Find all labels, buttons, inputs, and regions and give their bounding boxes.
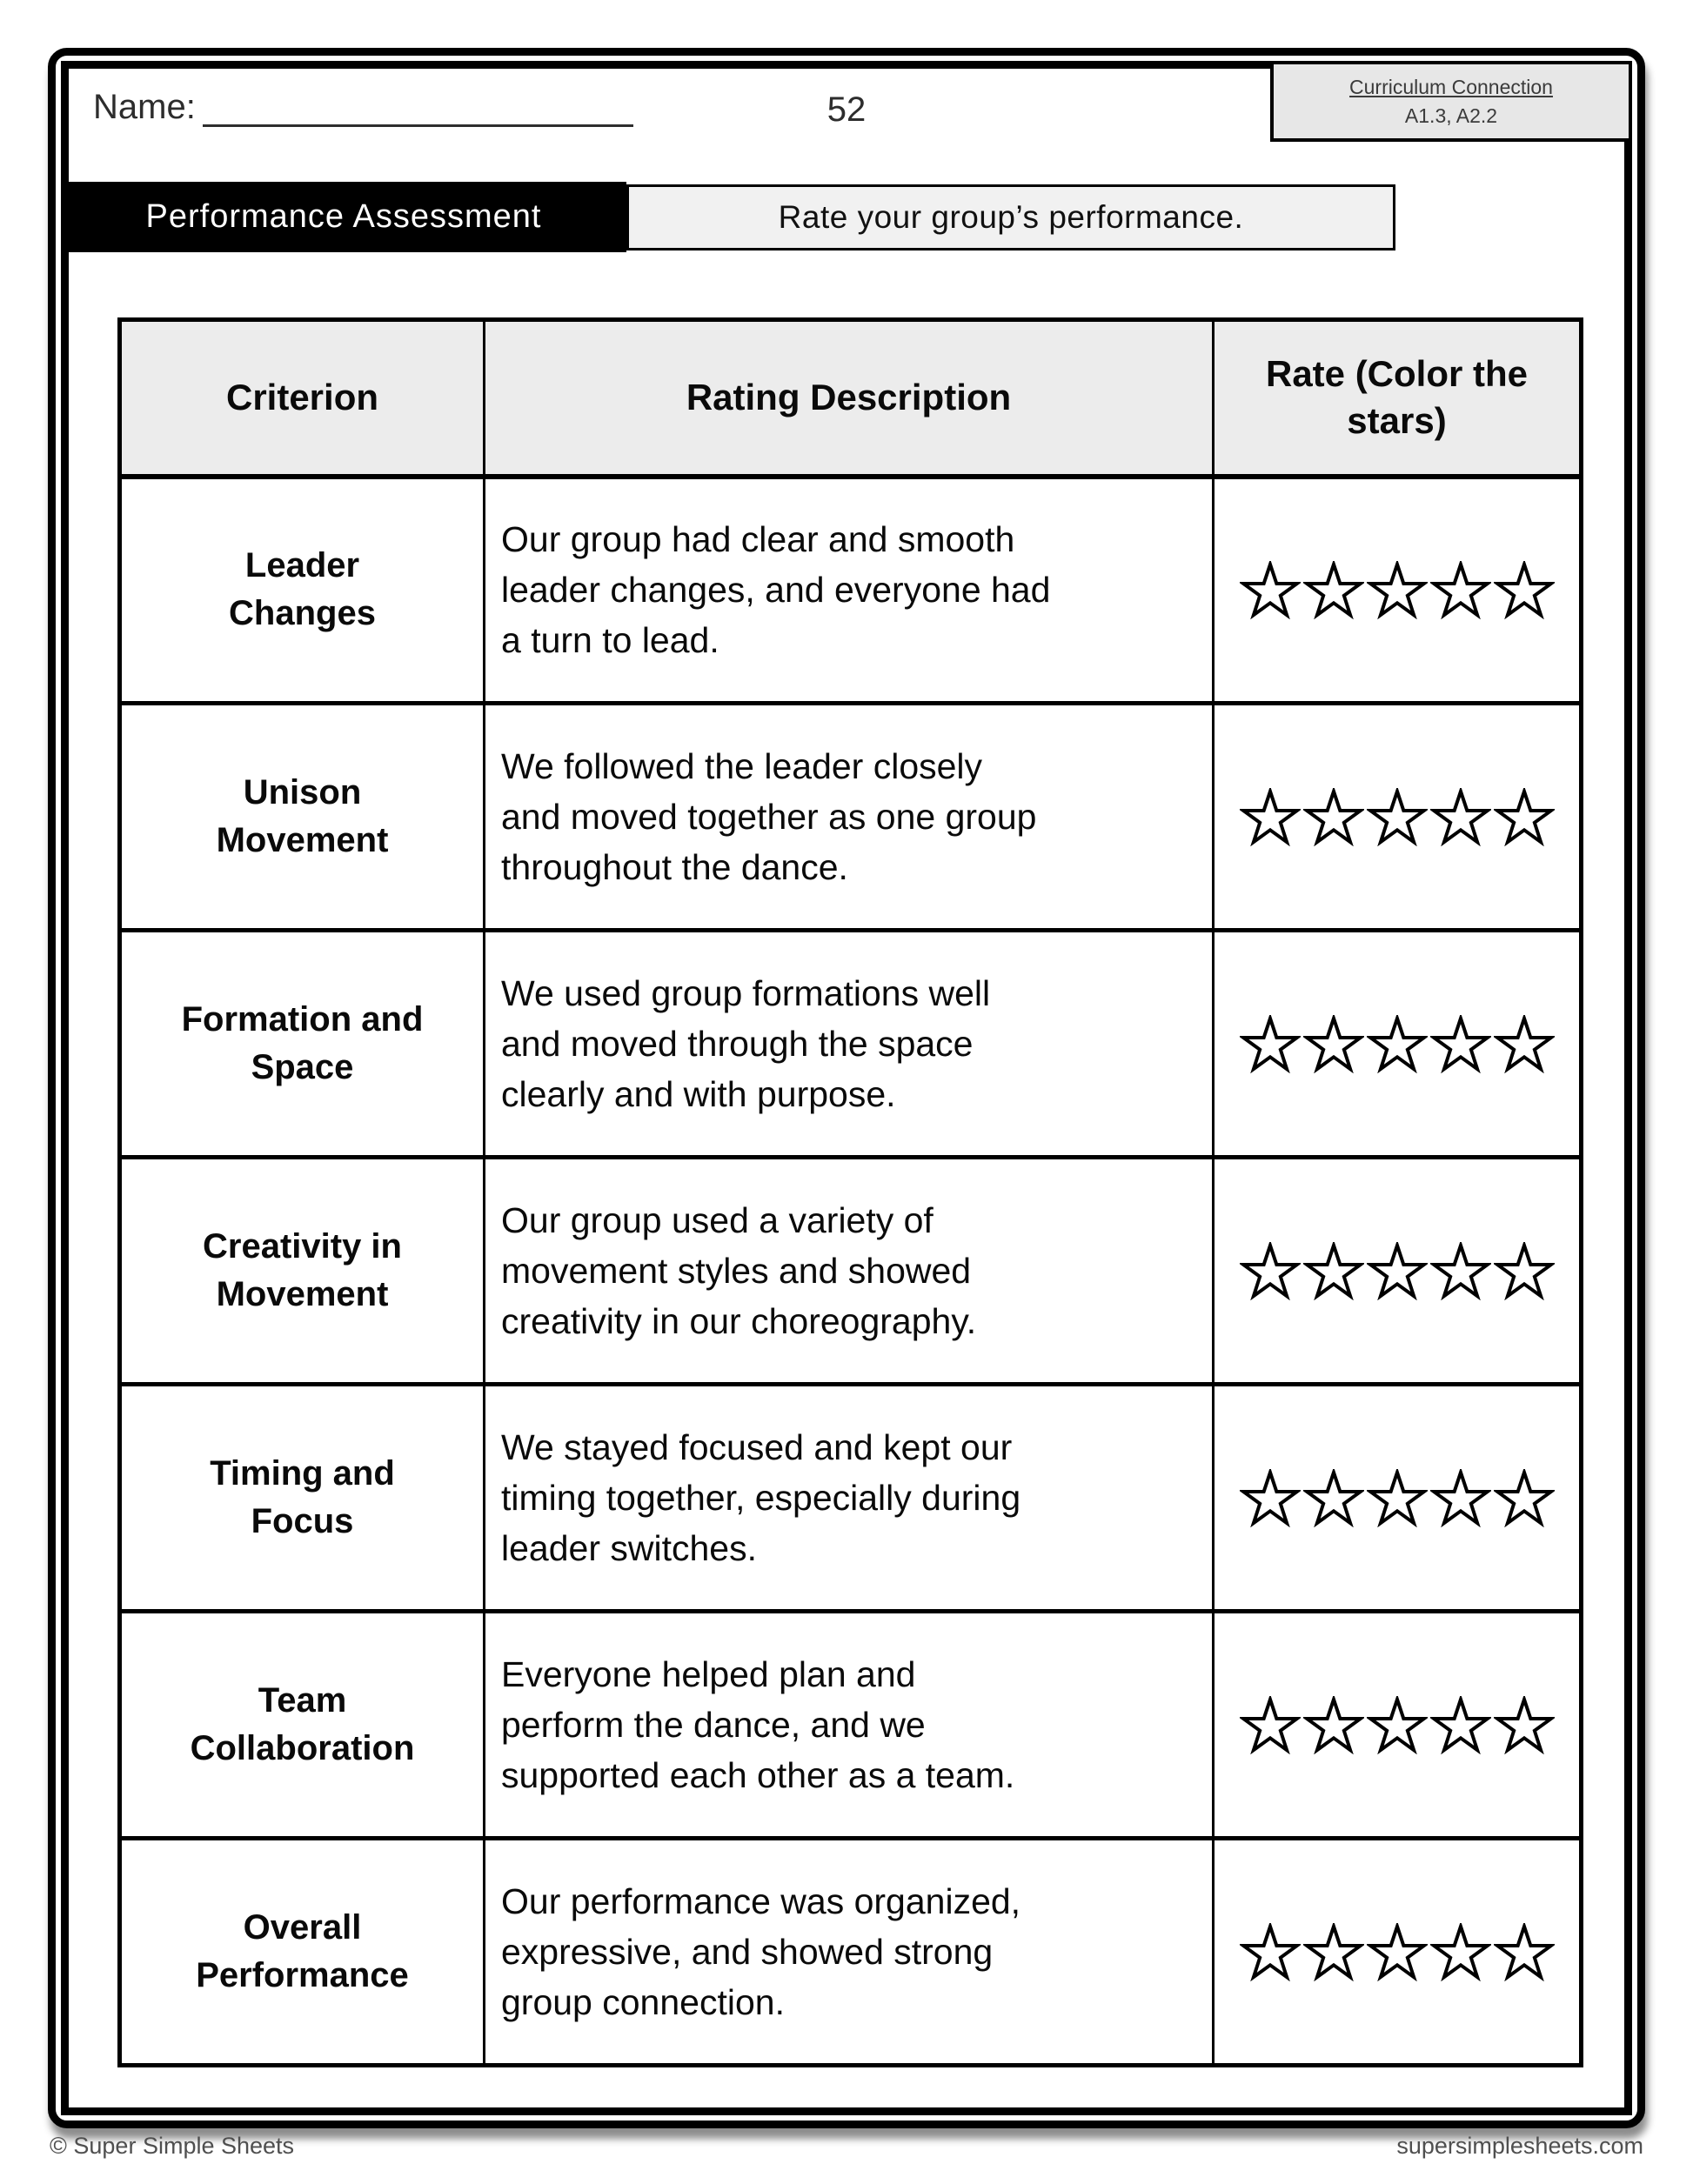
website-text: supersimplesheets.com: [1396, 2133, 1643, 2159]
star-icon[interactable]: [1429, 1241, 1491, 1300]
star-icon[interactable]: [1366, 1922, 1428, 1981]
star-icon[interactable]: [1239, 560, 1301, 619]
page-frame-inner: Name: 52 Curriculum Connection A1.3, A2.…: [61, 61, 1632, 2115]
rating-cell: [1212, 1382, 1583, 1613]
star-rating[interactable]: [1215, 1468, 1579, 1527]
rating-cell: [1212, 1836, 1583, 2067]
star-icon[interactable]: [1493, 560, 1555, 619]
criterion-cell: Overall Performance: [118, 1836, 485, 2067]
star-rating[interactable]: [1215, 1922, 1579, 1981]
description-cell: We followed the leader closely and moved…: [483, 701, 1215, 932]
rating-cell: [1212, 1155, 1583, 1386]
rating-cell: [1212, 928, 1583, 1159]
star-icon[interactable]: [1429, 1468, 1491, 1527]
criterion-cell: Unison Movement: [118, 701, 485, 932]
star-rating[interactable]: [1215, 787, 1579, 846]
description-cell: We stayed focused and kept our timing to…: [483, 1382, 1215, 1613]
star-rating[interactable]: [1215, 560, 1579, 619]
page-footer: © Super Simple Sheets supersimplesheets.…: [50, 2133, 1643, 2160]
name-label: Name:: [93, 88, 196, 126]
table-row: Unison Movement We followed the leader c…: [118, 701, 1583, 932]
section-instruction: Rate your group’s performance.: [626, 184, 1395, 250]
table-header-row: Criterion Rating Description Rate (Color…: [118, 317, 1583, 479]
criterion-cell: Formation and Space: [118, 928, 485, 1159]
table-row: Timing and Focus We stayed focused and k…: [118, 1382, 1583, 1613]
description-cell: Our group used a variety of movement sty…: [483, 1155, 1215, 1386]
star-icon[interactable]: [1429, 1922, 1491, 1981]
name-field[interactable]: [202, 90, 633, 127]
rating-cell: [1212, 474, 1583, 705]
description-cell: Everyone helped plan and perform the dan…: [483, 1609, 1215, 1840]
star-icon[interactable]: [1239, 787, 1301, 846]
star-icon[interactable]: [1302, 787, 1364, 846]
star-icon[interactable]: [1366, 1014, 1428, 1073]
table-row: Overall Performance Our performance was …: [118, 1836, 1583, 2067]
star-icon[interactable]: [1429, 1695, 1491, 1754]
star-rating[interactable]: [1215, 1241, 1579, 1300]
star-icon[interactable]: [1366, 1695, 1428, 1754]
curriculum-codes: A1.3, A2.2: [1404, 104, 1498, 127]
rating-cell: [1212, 1609, 1583, 1840]
description-cell: Our performance was organized, expressiv…: [483, 1836, 1215, 2067]
section-title-bar: Performance Assessment: [61, 182, 626, 252]
column-header-rate: Rate (Color the stars): [1212, 317, 1583, 479]
star-icon[interactable]: [1239, 1695, 1301, 1754]
star-icon[interactable]: [1239, 1014, 1301, 1073]
star-icon[interactable]: [1239, 1241, 1301, 1300]
assessment-table: Criterion Rating Description Rate (Color…: [117, 317, 1583, 2067]
star-icon[interactable]: [1429, 1014, 1491, 1073]
star-icon[interactable]: [1366, 1468, 1428, 1527]
star-icon[interactable]: [1302, 1695, 1364, 1754]
copyright-text: © Super Simple Sheets: [50, 2133, 295, 2159]
table-row: Team Collaboration Everyone helped plan …: [118, 1609, 1583, 1840]
rating-cell: [1212, 701, 1583, 932]
star-icon[interactable]: [1302, 1241, 1364, 1300]
star-icon[interactable]: [1302, 1468, 1364, 1527]
page-frame: Name: 52 Curriculum Connection A1.3, A2.…: [48, 48, 1645, 2128]
star-icon[interactable]: [1493, 1922, 1555, 1981]
page-number: 52: [826, 90, 867, 129]
table-row: Leader Changes Our group had clear and s…: [118, 474, 1583, 705]
star-icon[interactable]: [1429, 560, 1491, 619]
star-icon[interactable]: [1366, 787, 1428, 846]
star-icon[interactable]: [1493, 1014, 1555, 1073]
criterion-cell: Team Collaboration: [118, 1609, 485, 1840]
description-cell: Our group had clear and smooth leader ch…: [483, 474, 1215, 705]
curriculum-connection-box: Curriculum Connection A1.3, A2.2: [1270, 61, 1632, 142]
star-icon[interactable]: [1493, 1468, 1555, 1527]
star-icon[interactable]: [1302, 1014, 1364, 1073]
table-row: Creativity in Movement Our group used a …: [118, 1155, 1583, 1386]
star-rating[interactable]: [1215, 1014, 1579, 1073]
criterion-cell: Timing and Focus: [118, 1382, 485, 1613]
star-icon[interactable]: [1493, 1241, 1555, 1300]
column-header-criterion: Criterion: [118, 317, 485, 479]
criterion-cell: Creativity in Movement: [118, 1155, 485, 1386]
star-icon[interactable]: [1239, 1922, 1301, 1981]
table-row: Formation and Space We used group format…: [118, 928, 1583, 1159]
star-icon[interactable]: [1239, 1468, 1301, 1527]
description-cell: We used group formations well and moved …: [483, 928, 1215, 1159]
name-row: Name:: [93, 88, 633, 127]
column-header-rating-description: Rating Description: [483, 317, 1215, 479]
star-rating[interactable]: [1215, 1695, 1579, 1754]
curriculum-title: Curriculum Connection: [1349, 75, 1553, 98]
star-icon[interactable]: [1493, 787, 1555, 846]
star-icon[interactable]: [1493, 1695, 1555, 1754]
star-icon[interactable]: [1302, 560, 1364, 619]
star-icon[interactable]: [1302, 1922, 1364, 1981]
criterion-cell: Leader Changes: [118, 474, 485, 705]
star-icon[interactable]: [1366, 560, 1428, 619]
star-icon[interactable]: [1366, 1241, 1428, 1300]
star-icon[interactable]: [1429, 787, 1491, 846]
